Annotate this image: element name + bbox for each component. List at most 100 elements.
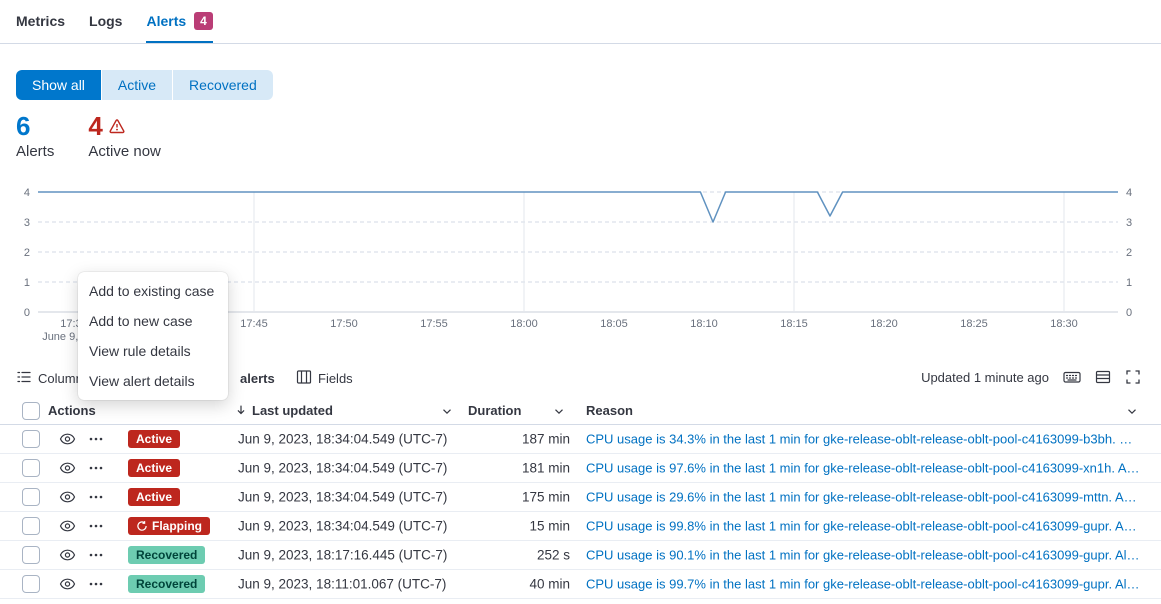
flapping-icon: [136, 520, 148, 532]
alerts-count-badge: 4: [194, 11, 213, 30]
svg-text:4: 4: [1126, 187, 1132, 199]
row-checkbox[interactable]: [22, 459, 40, 477]
last-updated-cell: Jun 9, 2023, 18:34:04.549 (UTC-7): [238, 460, 448, 476]
svg-text:17:45: 17:45: [240, 318, 268, 330]
reason-link[interactable]: CPU usage is 90.1% in the last 1 min for…: [586, 547, 1140, 563]
tab-metrics[interactable]: Metrics: [16, 0, 65, 43]
duration-cell: 15 min: [529, 518, 570, 534]
alerts-table-header: Actions Last updated Duration Reason: [0, 396, 1161, 425]
alerts-table-toolbar: Columns alerts Fields Updated 1 minute a…: [0, 366, 1161, 392]
header-actions: Actions: [48, 403, 96, 418]
reason-link[interactable]: CPU usage is 99.8% in the last 1 min for…: [586, 518, 1137, 534]
context-menu-item-view-alert-details[interactable]: View alert details: [89, 373, 195, 389]
tab-bar: Metrics Logs Alerts 4: [0, 0, 1161, 44]
fields-button[interactable]: Fields: [296, 369, 353, 388]
context-menu-item-view-rule-details[interactable]: View rule details: [89, 343, 191, 359]
header-duration[interactable]: Duration: [468, 403, 522, 418]
filter-active-button[interactable]: Active: [101, 70, 173, 100]
eye-icon[interactable]: [59, 460, 76, 476]
active-now-label: Active now: [88, 143, 161, 160]
tab-alerts-label: Alerts: [146, 12, 187, 29]
context-menu: Add to existing case Add to new case View …: [78, 272, 228, 400]
tab-logs[interactable]: Logs: [89, 0, 122, 43]
more-actions-icon[interactable]: [88, 576, 104, 592]
svg-text:18:15: 18:15: [780, 318, 808, 330]
header-reason[interactable]: Reason: [586, 403, 633, 418]
row-checkbox[interactable]: [22, 575, 40, 593]
toolbar-right-group: Updated 1 minute ago: [921, 369, 1141, 385]
row-checkbox[interactable]: [22, 546, 40, 564]
columns-button[interactable]: Columns: [16, 369, 89, 388]
last-updated-cell: Jun 9, 2023, 18:17:16.445 (UTC-7): [238, 547, 448, 563]
status-filter-group: Show all Active Recovered: [16, 70, 273, 100]
alerts-total-value: 6: [16, 111, 31, 141]
row-checkbox[interactable]: [22, 488, 40, 506]
eye-icon[interactable]: [59, 489, 76, 505]
duration-cell: 187 min: [521, 431, 570, 447]
sort-desc-icon[interactable]: [234, 403, 248, 417]
reason-link[interactable]: CPU usage is 34.3% in the last 1 min for…: [586, 431, 1133, 447]
status-badge: Active: [128, 488, 181, 506]
duration-chevron-down-icon[interactable]: [552, 404, 566, 418]
reason-chevron-down-icon[interactable]: [1125, 404, 1139, 418]
context-menu-item-add-to-new-case[interactable]: Add to new case: [89, 313, 193, 329]
tab-logs-label: Logs: [89, 12, 123, 29]
status-badge: Active: [128, 430, 181, 448]
svg-text:3: 3: [24, 217, 30, 229]
alerts-count-text: alerts: [240, 371, 275, 386]
svg-text:17:50: 17:50: [330, 318, 358, 330]
context-menu-item-add-to-existing-case[interactable]: Add to existing case: [89, 283, 215, 299]
updated-text: Updated 1 minute ago: [921, 369, 1049, 385]
more-actions-icon[interactable]: [88, 489, 104, 505]
columns-label: Columns: [38, 371, 90, 386]
more-actions-icon[interactable]: [88, 460, 104, 476]
alerts-total-label: Alerts: [16, 143, 55, 160]
row-checkbox[interactable]: [22, 430, 40, 448]
row-checkbox[interactable]: [22, 517, 40, 535]
header-last-updated[interactable]: Last updated: [252, 403, 333, 418]
select-all-checkbox[interactable]: [22, 402, 40, 420]
eye-icon[interactable]: [59, 547, 76, 563]
svg-text:3: 3: [1126, 217, 1132, 229]
reason-link[interactable]: CPU usage is 97.6% in the last 1 min for…: [586, 460, 1141, 476]
more-actions-icon[interactable]: [88, 431, 104, 447]
table-row: Flapping Jun 9, 2023, 18:34:04.549 (UTC-7…: [0, 512, 1161, 541]
eye-icon[interactable]: [59, 431, 76, 447]
table-row: Active Jun 9, 2023, 18:34:04.549 (UTC-7) 1…: [0, 454, 1161, 483]
filter-show-all-button[interactable]: Show all: [16, 70, 101, 100]
svg-text:18:05: 18:05: [600, 318, 628, 330]
svg-text:0: 0: [1126, 307, 1132, 319]
reason-link[interactable]: CPU usage is 99.7% in the last 1 min for…: [586, 576, 1140, 592]
reason-link[interactable]: CPU usage is 29.6% in the last 1 min for…: [586, 489, 1137, 505]
fields-icon: [296, 369, 312, 388]
tab-alerts[interactable]: Alerts 4: [146, 0, 213, 43]
table-row: Recovered Jun 9, 2023, 18:11:01.067 (UTC-…: [0, 570, 1161, 599]
svg-text:2: 2: [1126, 247, 1132, 259]
duration-cell: 181 min: [521, 460, 570, 476]
svg-text:18:00: 18:00: [510, 318, 538, 330]
svg-text:17:55: 17:55: [420, 318, 448, 330]
duration-cell: 175 min: [521, 489, 570, 505]
eye-icon[interactable]: [59, 576, 76, 592]
eye-icon[interactable]: [59, 518, 76, 534]
table-row: Active Jun 9, 2023, 18:34:04.549 (UTC-7) 1…: [0, 483, 1161, 512]
alerts-table-body: Active Jun 9, 2023, 18:34:04.549 (UTC-7) 1…: [0, 425, 1161, 599]
filter-recovered-button[interactable]: Recovered: [173, 70, 273, 100]
status-badge: Active: [128, 459, 181, 477]
last-updated-chevron-down-icon[interactable]: [440, 404, 454, 418]
svg-text:18:20: 18:20: [870, 318, 898, 330]
svg-text:18:30: 18:30: [1050, 318, 1078, 330]
more-actions-icon[interactable]: [88, 518, 104, 534]
more-actions-icon[interactable]: [88, 547, 104, 563]
last-updated-cell: Jun 9, 2023, 18:11:01.067 (UTC-7): [238, 576, 447, 592]
svg-text:18:10: 18:10: [690, 318, 718, 330]
table-density-icon[interactable]: [1095, 369, 1111, 385]
keyboard-icon[interactable]: [1063, 369, 1081, 385]
last-updated-cell: Jun 9, 2023, 18:34:04.549 (UTC-7): [238, 489, 448, 505]
svg-text:2: 2: [24, 247, 30, 259]
table-row: Active Jun 9, 2023, 18:34:04.549 (UTC-7) 1…: [0, 425, 1161, 454]
fullscreen-icon[interactable]: [1125, 369, 1141, 385]
svg-text:1: 1: [1126, 277, 1132, 289]
svg-text:4: 4: [24, 187, 30, 199]
